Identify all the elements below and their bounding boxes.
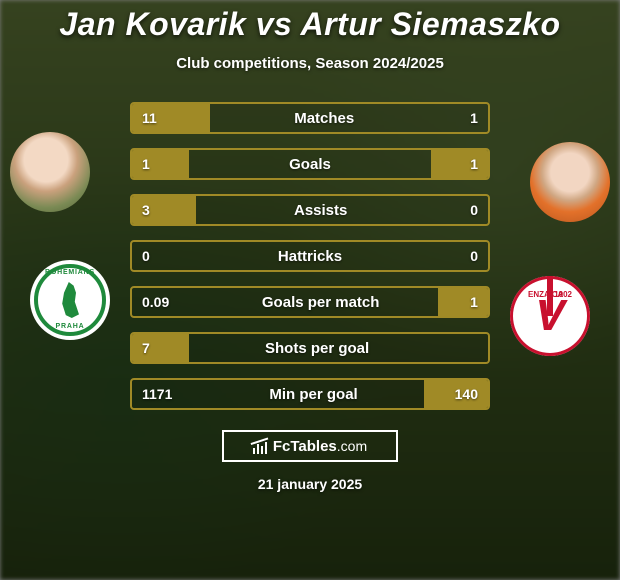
stats-container: 11Matches11Goals13Assists00Hattricks00.0… bbox=[130, 102, 490, 410]
stat-left-value: 11 bbox=[132, 104, 210, 132]
brand-suffix: .com bbox=[337, 438, 367, 454]
stat-row: 0.09Goals per match1 bbox=[130, 286, 490, 318]
stat-right-value bbox=[445, 334, 488, 362]
stat-label: Goals bbox=[189, 150, 431, 178]
stat-label: Min per goal bbox=[203, 380, 424, 408]
subtitle: Club competitions, Season 2024/2025 bbox=[0, 55, 620, 72]
brand-chart-icon bbox=[253, 438, 269, 454]
brand-name: FcTables bbox=[273, 438, 337, 455]
stat-row: 7Shots per goal bbox=[130, 332, 490, 364]
stat-row: 0Hattricks0 bbox=[130, 240, 490, 272]
club2-year: 1902 bbox=[554, 290, 572, 299]
player2-name: Artur Siemaszko bbox=[301, 6, 561, 42]
page-title: Jan Kovarik vs Artur Siemaszko bbox=[0, 6, 620, 43]
club1-top-text: BOHEMIANS bbox=[45, 269, 95, 276]
stat-right-value: 0 bbox=[445, 242, 488, 270]
stat-row: 11Matches1 bbox=[130, 102, 490, 134]
stat-label: Matches bbox=[210, 104, 438, 132]
stat-left-value: 1171 bbox=[132, 380, 203, 408]
brand-box[interactable]: FcTables.com bbox=[222, 430, 398, 462]
stat-right-value: 1 bbox=[438, 288, 488, 316]
stat-right-value: 140 bbox=[424, 380, 488, 408]
stat-left-value: 1 bbox=[132, 150, 189, 178]
stat-right-value: 1 bbox=[438, 104, 488, 132]
stat-label: Assists bbox=[196, 196, 445, 224]
stat-left-value: 0.09 bbox=[132, 288, 203, 316]
stat-right-value: 1 bbox=[431, 150, 488, 178]
stat-row: 1Goals1 bbox=[130, 148, 490, 180]
stat-label: Shots per goal bbox=[189, 334, 445, 362]
stat-left-value: 0 bbox=[132, 242, 175, 270]
stat-row: 1171Min per goal140 bbox=[130, 378, 490, 410]
player1-avatar bbox=[10, 132, 90, 212]
stat-right-value: 0 bbox=[445, 196, 488, 224]
content-wrapper: Jan Kovarik vs Artur Siemaszko Club comp… bbox=[0, 0, 620, 580]
date-label: 21 january 2025 bbox=[0, 476, 620, 492]
brand-text: FcTables.com bbox=[273, 438, 367, 455]
stat-left-value: 3 bbox=[132, 196, 196, 224]
stat-label: Hattricks bbox=[175, 242, 446, 270]
vs-label: vs bbox=[256, 6, 293, 42]
player2-avatar bbox=[530, 142, 610, 222]
player1-club-badge: BOHEMIANS PRAHA bbox=[30, 260, 110, 340]
player2-club-badge: ENZA CA 1902 V bbox=[510, 276, 590, 356]
stat-row: 3Assists0 bbox=[130, 194, 490, 226]
club1-bottom-text: PRAHA bbox=[56, 323, 85, 330]
stat-left-value: 7 bbox=[132, 334, 189, 362]
stat-label: Goals per match bbox=[203, 288, 438, 316]
player1-name: Jan Kovarik bbox=[59, 6, 246, 42]
